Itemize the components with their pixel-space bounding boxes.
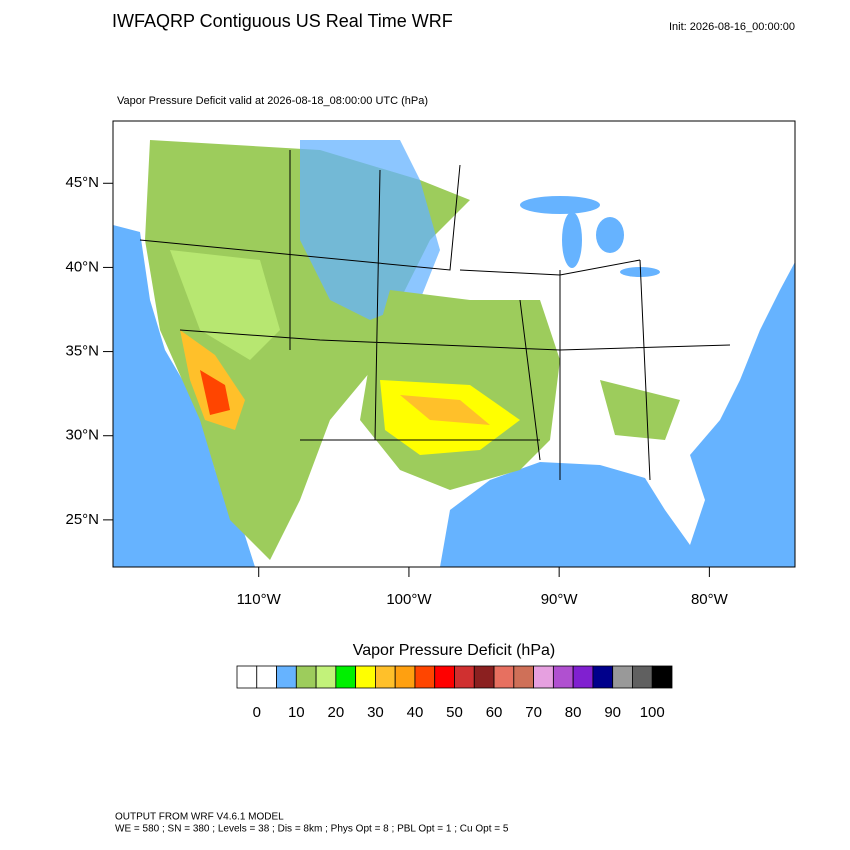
x-tick-label: 100°W (386, 591, 432, 608)
title: IWFAQRP Contiguous US Real Time WRF (112, 11, 453, 31)
map (113, 121, 795, 567)
y-tick-label: 25°N (65, 511, 99, 528)
colorbar-tick-label: 10 (288, 704, 305, 721)
colorbar-box (355, 665, 376, 689)
colorbar-box (612, 665, 633, 689)
colorbar-tick-label: 80 (565, 704, 582, 721)
colorbar-tick-label: 0 (253, 704, 261, 721)
canada (420, 121, 795, 190)
subtitle: Vapor Pressure Deficit valid at 2026-08-… (117, 95, 428, 107)
map-frame (112, 120, 796, 568)
lake-huron (596, 217, 624, 253)
footer-line: WE = 580 ; SN = 380 ; Levels = 38 ; Dis … (115, 824, 509, 835)
y-tick-label: 35°N (65, 343, 99, 360)
colorbar-box (295, 665, 317, 689)
colorbar-box (572, 665, 594, 689)
lake-michigan (562, 212, 582, 268)
colorbar-tick-label: 50 (446, 704, 463, 721)
colorbar-box (454, 665, 475, 689)
colorbar-box (315, 665, 337, 689)
colorbar-box (533, 665, 554, 689)
colorbar-box (414, 665, 436, 689)
footer-line: OUTPUT FROM WRF V4.6.1 MODEL (115, 812, 284, 823)
colorbar-tick-label: 30 (367, 704, 384, 721)
colorbar-box (335, 665, 357, 689)
colorbar-box (276, 665, 297, 689)
vpd-plains (300, 140, 440, 320)
colorbar-tick-label: 20 (328, 704, 345, 721)
colorbar-box (256, 665, 277, 689)
vpd-southeast (600, 380, 680, 440)
colorbar-title: Vapor Pressure Deficit (hPa) (353, 642, 555, 659)
colorbar-tick-label: 100 (640, 704, 665, 721)
colorbar-box (375, 665, 396, 689)
x-tick-label: 110°W (237, 591, 282, 608)
colorbar-tick-label: 40 (407, 704, 424, 721)
colorbar-box (632, 665, 653, 689)
vpd-sw-high (200, 370, 230, 415)
init-time: Init: 2026-08-16_00:00:00 (669, 21, 795, 33)
colorbar-box (552, 665, 574, 689)
x-tick-label: 80°W (691, 591, 729, 608)
vpd-great-basin (170, 250, 280, 360)
y-tick-label: 30°N (65, 427, 99, 444)
colorbar-box (394, 665, 416, 689)
colorbar-tick-label: 90 (604, 704, 621, 721)
colorbar-box (236, 665, 258, 689)
gulf-atlantic (440, 262, 795, 567)
colorbar-box (493, 665, 515, 689)
lake-erie (620, 267, 660, 277)
x-tick-label: 90°W (541, 591, 579, 608)
colorbar-tick-label: 70 (525, 704, 542, 721)
lake-superior (520, 196, 600, 214)
colorbar-box (651, 665, 673, 689)
state-borders (139, 150, 731, 481)
colorbar-tick-label: 60 (486, 704, 503, 721)
colorbar-box (434, 665, 455, 689)
y-tick-label: 40°N (65, 258, 99, 275)
colorbar-box (473, 665, 495, 689)
colorbar-box (592, 665, 614, 689)
colorbar-box (513, 665, 534, 689)
y-tick-label: 45°N (65, 174, 99, 191)
vpd-texas-high (400, 395, 490, 425)
